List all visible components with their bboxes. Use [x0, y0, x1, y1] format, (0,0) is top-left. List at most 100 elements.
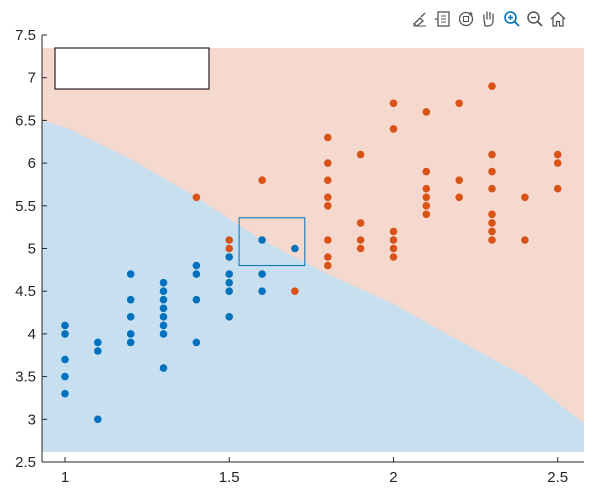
class_a-point: [258, 270, 266, 278]
datatip-icon: [435, 11, 450, 27]
class_a-point: [159, 364, 168, 372]
class_b-point: [422, 184, 431, 193]
class-a-region: [42, 120, 584, 452]
home-button[interactable]: [548, 9, 568, 29]
pan-button[interactable]: [479, 9, 499, 29]
class_b-point: [422, 108, 431, 116]
class_b-point: [324, 176, 332, 184]
class_a-point: [192, 261, 201, 270]
class_a-point: [159, 278, 168, 287]
legend-box: [54, 47, 210, 90]
class_b-point: [324, 193, 332, 202]
y-tick-label: 6.5: [15, 112, 36, 129]
data-points: [61, 82, 562, 424]
class_b-point: [422, 210, 431, 219]
class_b-point: [324, 253, 332, 261]
class_b-point: [488, 150, 496, 159]
class_b-point: [356, 150, 365, 159]
brush-icon: [412, 12, 426, 27]
class_b-point: [521, 193, 529, 202]
class_a-point: [61, 389, 69, 398]
class_a-point: [61, 330, 69, 338]
class_a-point: [225, 278, 233, 287]
class_a-point: [225, 253, 233, 261]
class_a-point: [61, 355, 69, 364]
class_b-point: [488, 82, 496, 90]
class_b-point: [521, 236, 529, 244]
class_b-point: [258, 176, 266, 184]
class_b-point: [389, 125, 398, 133]
class_a-point: [126, 270, 135, 278]
class_a-point: [225, 270, 233, 278]
y-tick-label: 4.5: [15, 283, 36, 300]
class_b-point: [389, 236, 398, 244]
axes-toolbar: [410, 8, 590, 30]
class_a-point: [192, 338, 201, 347]
y-tick-label: 6: [28, 155, 36, 172]
class_b-point: [488, 210, 496, 219]
class_b-point: [488, 219, 496, 227]
class_a-point: [159, 330, 168, 338]
x-tick-label: 1: [61, 469, 69, 486]
class_b-point: [553, 159, 562, 167]
class_a-point: [159, 287, 168, 296]
class_b-point: [488, 227, 496, 236]
class_b-point: [422, 202, 431, 210]
class_b-point: [422, 193, 431, 202]
class_a-point: [225, 287, 233, 296]
class_a-point: [94, 338, 102, 347]
class_b-point: [356, 244, 365, 253]
class_a-point: [159, 304, 168, 313]
class_a-point: [126, 330, 135, 338]
y-tick-label: 3.5: [15, 369, 36, 386]
class_b-point: [488, 184, 496, 193]
zoom-in-icon: [504, 11, 520, 27]
y-tick-label: 5.5: [15, 198, 36, 215]
class_a-point: [61, 372, 69, 381]
x-tick-label: 2.5: [547, 469, 568, 486]
zoom-in-button[interactable]: [502, 9, 522, 29]
class_a-point: [225, 313, 233, 321]
zoom-out-button[interactable]: [525, 9, 545, 29]
class_b-point: [455, 176, 464, 184]
y-tick-label: 5: [28, 241, 36, 258]
class_a-point: [258, 287, 266, 296]
class_b-point: [324, 261, 332, 270]
zoom-out-icon: [527, 11, 543, 27]
class_b-point: [291, 287, 299, 296]
class_a-point: [192, 270, 201, 278]
class_b-point: [356, 236, 365, 244]
class_b-point: [389, 253, 398, 261]
class_a-point: [159, 313, 168, 321]
x-tick-label: 2: [389, 469, 397, 486]
class_b-point: [553, 150, 562, 159]
class_a-point: [126, 295, 135, 304]
selection-box[interactable]: [238, 217, 306, 267]
class_a-point: [126, 338, 135, 347]
class_a-point: [159, 295, 168, 304]
brush-button[interactable]: [410, 9, 430, 29]
class_b-point: [455, 193, 464, 202]
class_b-point: [324, 133, 332, 142]
class_b-point: [356, 219, 365, 227]
class_b-point: [225, 236, 233, 244]
class_b-point: [225, 244, 233, 253]
y-tick-label: 2.5: [15, 454, 36, 471]
class_b-point: [553, 184, 562, 193]
class_b-point: [324, 202, 332, 210]
class_b-point: [324, 236, 332, 244]
class_a-point: [192, 295, 201, 304]
class_a-point: [61, 321, 69, 330]
class_a-point: [126, 313, 135, 321]
rotate-3d-button[interactable]: [456, 9, 476, 29]
class_b-point: [389, 244, 398, 253]
class_b-point: [192, 193, 201, 202]
class_b-point: [389, 227, 398, 236]
decision-regions: [42, 47, 584, 452]
class_b-point: [455, 99, 464, 108]
class_b-point: [422, 167, 431, 176]
y-tick-label: 4: [28, 326, 36, 343]
datatip-button[interactable]: [433, 9, 453, 29]
axes: [41, 34, 584, 463]
